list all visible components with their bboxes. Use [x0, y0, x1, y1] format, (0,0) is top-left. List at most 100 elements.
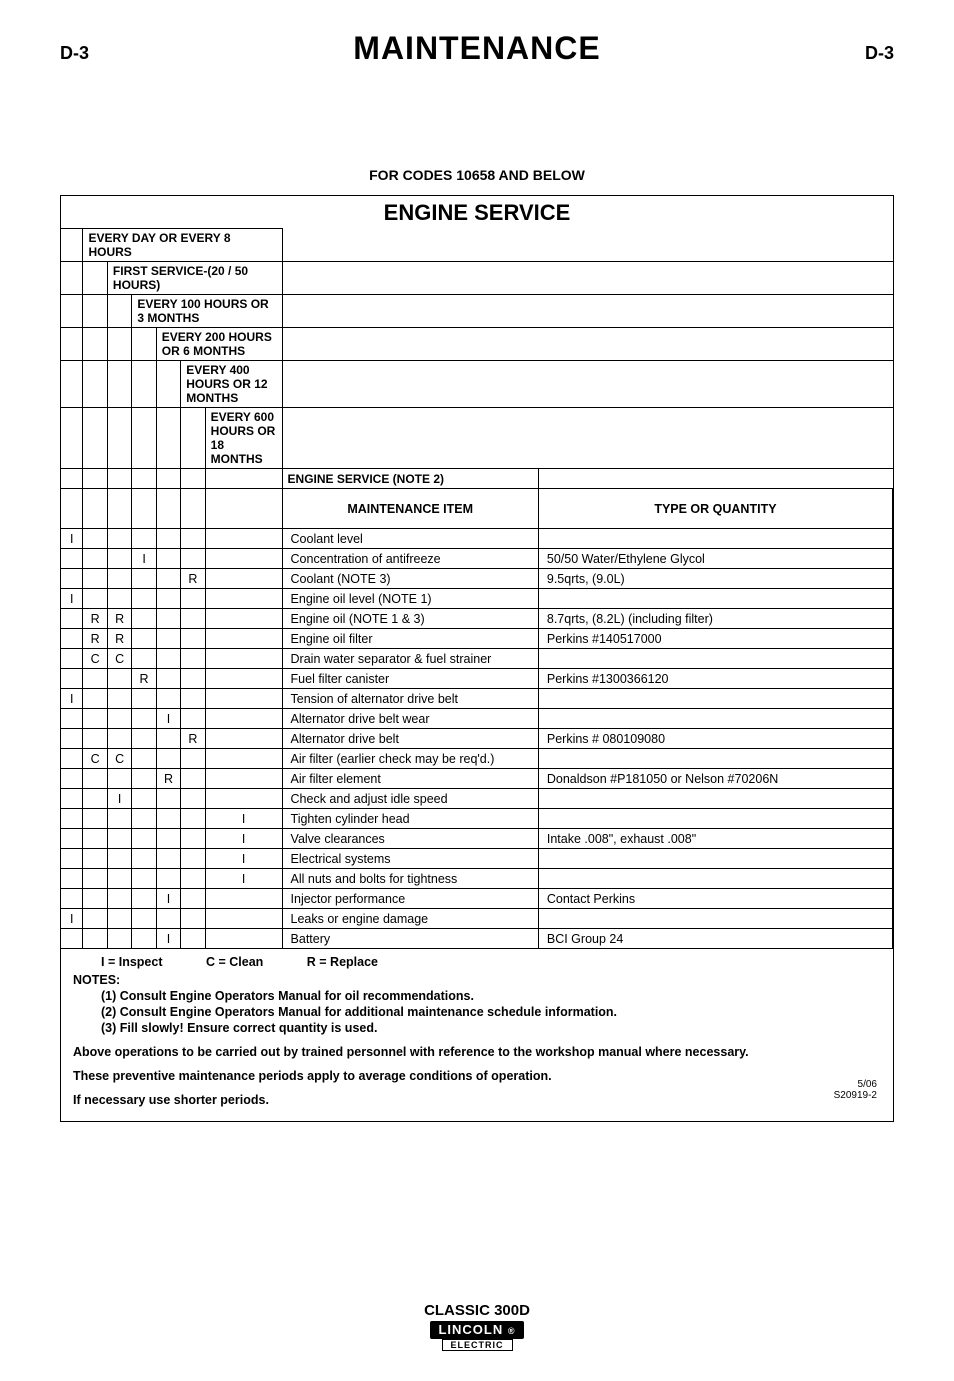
type-quantity-cell: 50/50 Water/Ethylene Glycol	[538, 549, 892, 569]
interval-code-cell	[132, 929, 156, 949]
interval-code-cell: I	[205, 809, 282, 829]
interval-code-cell	[61, 729, 83, 749]
interval-4: EVERY 400 HOURS OR 12 MONTHS	[181, 361, 282, 408]
type-quantity-cell	[538, 809, 892, 829]
type-quantity-cell	[538, 749, 892, 769]
table-row: ICheck and adjust idle speed	[61, 789, 893, 809]
interval-code-cell	[181, 869, 205, 889]
interval-code-cell	[61, 669, 83, 689]
interval-code-cell: I	[205, 849, 282, 869]
interval-code-cell	[156, 809, 180, 829]
note-1: (1) Consult Engine Operators Manual for …	[101, 989, 881, 1003]
interval-code-cell	[181, 629, 205, 649]
interval-code-cell	[107, 669, 131, 689]
maintenance-table: EVERY DAY OR EVERY 8 HOURS FIRST SERVICE…	[61, 228, 893, 949]
interval-code-cell	[61, 789, 83, 809]
interval-code-cell	[107, 709, 131, 729]
interval-code-cell: I	[61, 589, 83, 609]
interval-code-cell	[132, 889, 156, 909]
interval-code-cell	[83, 729, 107, 749]
interval-code-cell	[107, 769, 131, 789]
maintenance-item-cell: Air filter element	[282, 769, 538, 789]
page-header: D-3 MAINTENANCE D-3	[60, 30, 894, 67]
notes-block: NOTES: (1) Consult Engine Operators Manu…	[61, 969, 893, 1121]
interval-code-cell: I	[156, 929, 180, 949]
interval-code-cell	[156, 629, 180, 649]
table-row: RREngine oil filterPerkins #140517000	[61, 629, 893, 649]
legend: I = Inspect C = Clean R = Replace	[61, 949, 893, 969]
interval-code-cell	[107, 569, 131, 589]
interval-code-cell	[83, 709, 107, 729]
interval-code-cell	[83, 929, 107, 949]
table-row: I Engine oil level (NOTE 1)	[61, 589, 893, 609]
interval-code-cell	[132, 689, 156, 709]
interval-code-cell	[61, 829, 83, 849]
legend-clean: C = Clean	[206, 955, 263, 969]
interval-code-cell	[156, 789, 180, 809]
interval-code-cell	[132, 849, 156, 869]
interval-code-cell	[181, 749, 205, 769]
interval-code-cell	[205, 709, 282, 729]
page-label-right: D-3	[865, 43, 894, 64]
maintenance-item-cell: Air filter (earlier check may be req'd.)	[282, 749, 538, 769]
interval-code-cell	[61, 869, 83, 889]
interval-code-cell: R	[107, 629, 131, 649]
maintenance-item-cell: Engine oil filter	[282, 629, 538, 649]
table-row: IBatteryBCI Group 24	[61, 929, 893, 949]
type-quantity-cell	[538, 589, 892, 609]
interval-code-cell	[205, 569, 282, 589]
interval-code-cell	[132, 909, 156, 929]
interval-code-cell	[205, 769, 282, 789]
interval-code-cell	[205, 649, 282, 669]
interval-code-cell	[205, 729, 282, 749]
interval-code-cell	[156, 589, 180, 609]
table-row: ITension of alternator drive belt	[61, 689, 893, 709]
interval-code-cell	[107, 909, 131, 929]
interval-code-cell	[156, 849, 180, 869]
notes-warn-1: Above operations to be carried out by tr…	[73, 1045, 881, 1059]
maintenance-item-cell: Valve clearances	[282, 829, 538, 849]
interval-3: EVERY 200 HOURS OR 6 MONTHS	[156, 328, 282, 361]
interval-code-cell	[156, 869, 180, 889]
interval-code-cell	[181, 789, 205, 809]
interval-code-cell	[181, 609, 205, 629]
table-row: CCDrain water separator & fuel strainer	[61, 649, 893, 669]
interval-code-cell	[156, 669, 180, 689]
interval-code-cell	[83, 589, 107, 609]
type-quantity-cell	[538, 709, 892, 729]
maintenance-item-cell: Engine oil level (NOTE 1)	[282, 589, 538, 609]
interval-1: FIRST SERVICE-(20 / 50 HOURS)	[107, 262, 282, 295]
type-quantity-cell: Perkins #140517000	[538, 629, 892, 649]
maintenance-item-cell: Tension of alternator drive belt	[282, 689, 538, 709]
interval-code-cell	[107, 729, 131, 749]
interval-code-cell	[107, 689, 131, 709]
type-quantity-cell	[538, 689, 892, 709]
interval-code-cell	[61, 629, 83, 649]
interval-code-cell	[156, 529, 180, 549]
interval-code-cell: C	[107, 649, 131, 669]
interval-code-cell	[181, 709, 205, 729]
notes-warn-3: If necessary use shorter periods.	[73, 1093, 881, 1107]
interval-code-cell	[156, 549, 180, 569]
interval-code-cell	[181, 549, 205, 569]
date-code: 5/06 S20919-2	[834, 1079, 877, 1101]
footer: CLASSIC 300D LINCOLN ® ELECTRIC	[60, 1302, 894, 1351]
interval-code-cell	[156, 829, 180, 849]
interval-code-cell	[205, 789, 282, 809]
type-quantity-cell: Perkins # 080109080	[538, 729, 892, 749]
interval-code-cell	[181, 829, 205, 849]
interval-code-cell	[132, 569, 156, 589]
interval-code-cell	[83, 549, 107, 569]
codes-line: FOR CODES 10658 AND BELOW	[60, 167, 894, 183]
maintenance-item-cell: Check and adjust idle speed	[282, 789, 538, 809]
maintenance-item-cell: Electrical systems	[282, 849, 538, 869]
interval-6: ENGINE SERVICE (NOTE 2)	[282, 469, 538, 489]
maintenance-item-cell: Alternator drive belt wear	[282, 709, 538, 729]
maintenance-item-cell: Alternator drive belt	[282, 729, 538, 749]
footer-model: CLASSIC 300D	[60, 1302, 894, 1319]
interval-code-cell	[205, 549, 282, 569]
table-row: ILeaks or engine damage	[61, 909, 893, 929]
type-quantity-cell	[538, 529, 892, 549]
interval-code-cell	[181, 669, 205, 689]
legend-inspect: I = Inspect	[101, 955, 162, 969]
